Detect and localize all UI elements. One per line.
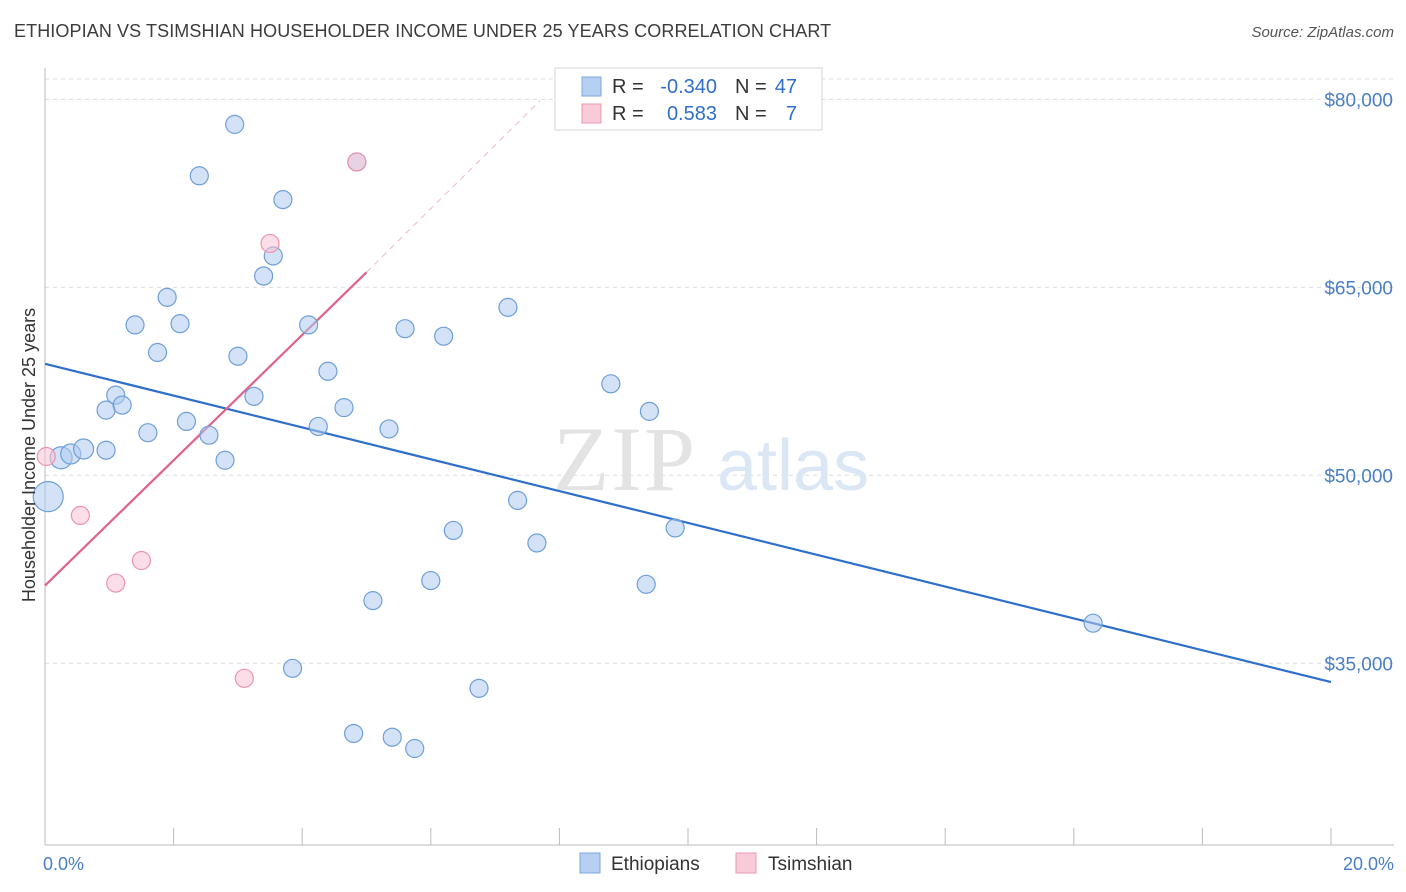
y-tick-labels: $80,000 $65,000 $50,000 $35,000 <box>1324 90 1393 675</box>
y-tick-label: $80,000 <box>1324 90 1393 111</box>
point-tsimshian <box>70 505 90 526</box>
point-ethiopians <box>636 574 656 594</box>
y-tick-label: $35,000 <box>1324 654 1393 675</box>
series-legend-label-tsimshian: Tsimshian <box>768 854 852 875</box>
point-tsimshian <box>347 152 367 172</box>
watermark: ZIP atlas <box>553 408 869 510</box>
point-ethiopians <box>469 678 489 698</box>
point-tsimshian <box>260 233 280 254</box>
point-ethiopians <box>299 315 319 335</box>
point-ethiopians <box>176 411 197 432</box>
trend-lines <box>44 100 1332 684</box>
y-tick-label: $50,000 <box>1324 466 1393 487</box>
trend-line-ethiopians <box>44 362 1332 684</box>
point-ethiopians <box>282 658 303 678</box>
point-ethiopians <box>363 591 383 611</box>
grid-lines <box>45 78 1394 664</box>
point-ethiopians <box>508 490 528 510</box>
series-legend-swatch-ethiopians <box>579 852 601 874</box>
point-ethiopians <box>96 440 116 460</box>
point-ethiopians <box>273 189 293 210</box>
point-tsimshian <box>234 668 254 688</box>
stats-legend: R = -0.340 N = 47 R = 0.583 N = 7 <box>554 67 823 131</box>
point-ethiopians <box>344 723 364 744</box>
legend-n-value-tsimshian: 7 <box>786 103 797 125</box>
point-tsimshian <box>131 550 152 571</box>
point-ethiopians <box>405 738 425 759</box>
point-ethiopians <box>421 570 441 591</box>
point-ethiopians <box>157 287 177 307</box>
chart-title: ETHIOPIAN VS TSIMSHIAN HOUSEHOLDER INCOM… <box>14 21 832 41</box>
x-tick-labels: 0.0% 20.0% <box>43 854 1394 874</box>
point-ethiopians <box>199 425 219 445</box>
point-ethiopians <box>434 326 454 346</box>
point-ethiopians <box>244 386 264 406</box>
point-ethiopians <box>228 346 248 366</box>
point-ethiopians <box>225 114 245 134</box>
point-ethiopians <box>334 398 354 418</box>
point-ethiopians <box>379 419 399 439</box>
point-ethiopians <box>318 361 338 381</box>
legend-r-value-tsimshian: 0.583 <box>667 103 717 125</box>
y-tick-label: $65,000 <box>1324 278 1393 299</box>
legend-r-label-ethiopians: R = <box>612 76 644 98</box>
data-points <box>32 114 1103 759</box>
legend-swatch-tsimshian <box>581 103 602 124</box>
point-ethiopians <box>189 166 209 186</box>
point-ethiopians <box>138 423 158 443</box>
point-ethiopians <box>443 520 463 541</box>
point-ethiopians <box>382 727 402 747</box>
point-ethiopians <box>639 401 660 421</box>
legend-n-label-tsimshian: N = <box>735 103 767 125</box>
x-tick-label: 20.0% <box>1343 854 1394 874</box>
legend-r-value-ethiopians: -0.340 <box>660 76 717 98</box>
point-ethiopians <box>498 297 518 317</box>
legend-n-label-ethiopians: N = <box>735 76 767 98</box>
point-ethiopians <box>215 450 235 470</box>
point-ethiopians <box>1083 613 1103 633</box>
point-ethiopians <box>308 416 328 437</box>
series-legend-swatch-tsimshian <box>735 852 757 874</box>
series-legend: Ethiopians Tsimshian <box>579 852 852 875</box>
watermark-atlas: atlas <box>717 426 869 506</box>
legend-n-value-ethiopians: 47 <box>775 76 797 98</box>
series-legend-label-ethiopians: Ethiopians <box>611 854 700 875</box>
legend-r-label-tsimshian: R = <box>612 103 644 125</box>
legend-swatch-ethiopians <box>581 76 602 97</box>
trend-line-tsimshian <box>366 100 541 273</box>
point-ethiopians <box>601 374 621 394</box>
chart-source: Source: ZipAtlas.com <box>1251 24 1394 41</box>
point-ethiopians <box>147 342 168 363</box>
y-axis-label: Householder Income Under 25 years <box>19 308 39 602</box>
point-ethiopians <box>395 319 415 339</box>
point-ethiopians <box>254 266 274 286</box>
point-ethiopians <box>665 518 685 538</box>
point-ethiopians <box>527 533 547 553</box>
watermark-zip: ZIP <box>553 408 697 510</box>
point-ethiopians <box>32 481 64 513</box>
point-ethiopians <box>170 314 190 334</box>
point-ethiopians <box>72 438 95 460</box>
point-ethiopians <box>112 395 132 415</box>
point-ethiopians <box>125 315 145 335</box>
point-tsimshian <box>36 446 56 467</box>
x-tick-label: 0.0% <box>43 854 84 874</box>
point-tsimshian <box>106 573 126 593</box>
